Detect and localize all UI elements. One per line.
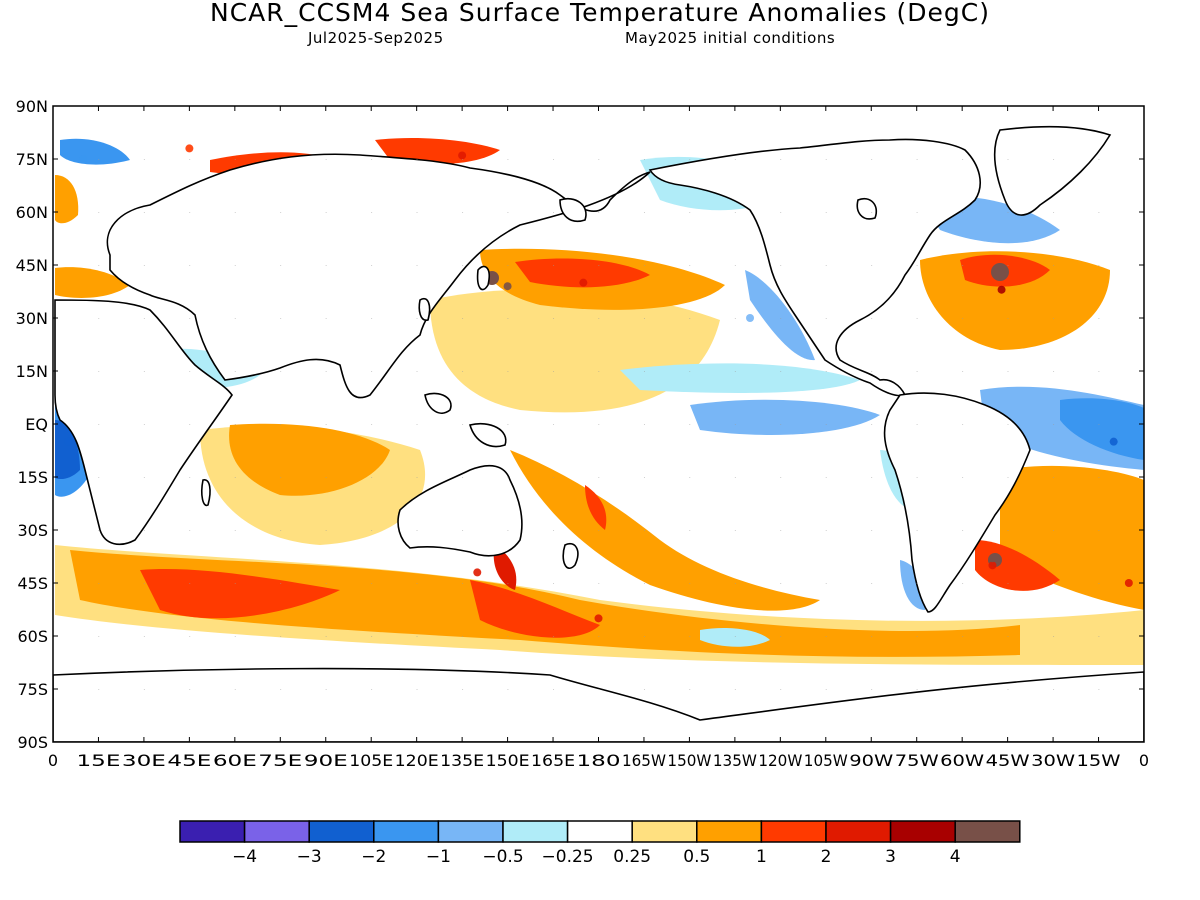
map-title: NCAR_CCSM4 Sea Surface Temperature Anoma… bbox=[210, 0, 990, 27]
lat-label: 75S bbox=[17, 680, 48, 699]
color-legend: −4 −3 −2 −1 −0.5 −0.25 0.25 0.5 1 2 3 4 bbox=[179, 820, 1021, 867]
lon-label: 150E bbox=[486, 751, 530, 770]
lat-label: 30N bbox=[16, 309, 48, 328]
initial-conditions-label: May2025 initial conditions bbox=[625, 29, 836, 47]
legend-swatch bbox=[825, 820, 892, 843]
legend-label: −0.25 bbox=[542, 847, 594, 867]
lon-label: 165E bbox=[531, 751, 575, 770]
legend-swatch bbox=[373, 820, 440, 843]
legend-swatch bbox=[889, 820, 956, 843]
legend-swatch bbox=[243, 820, 310, 843]
map-field bbox=[53, 106, 1144, 742]
lon-label: 120W bbox=[758, 751, 802, 770]
legend-label: 0.5 bbox=[683, 847, 710, 867]
lat-label: 45N bbox=[16, 256, 48, 275]
lon-label: 75W bbox=[895, 751, 939, 770]
lat-label: 75N bbox=[16, 150, 48, 169]
lat-label: 90S bbox=[17, 733, 48, 752]
legend-label: 3 bbox=[885, 847, 896, 867]
lat-label: 90N bbox=[16, 97, 48, 116]
lon-label: 60W bbox=[940, 751, 984, 770]
lon-label: 150W bbox=[667, 751, 711, 770]
legend-label: 0.25 bbox=[613, 847, 651, 867]
legend-label: 1 bbox=[756, 847, 767, 867]
latitude-axis: 90N 75N 60N 45N 30N 15N EQ 15S 30S 45S 60S 75S 90S bbox=[16, 97, 1144, 752]
legend-swatch bbox=[308, 820, 375, 843]
lat-label: 15N bbox=[16, 362, 48, 381]
legend-swatch bbox=[760, 820, 827, 843]
lat-label: 60N bbox=[16, 203, 48, 222]
lon-label: 0 bbox=[1139, 751, 1149, 770]
lon-label: 30E bbox=[122, 751, 166, 770]
lon-label: 90E bbox=[304, 751, 348, 770]
lon-label: 105W bbox=[804, 751, 848, 770]
lon-label: 75E bbox=[258, 751, 302, 770]
legend-label: −3 bbox=[297, 847, 322, 867]
legend-swatch bbox=[954, 820, 1021, 843]
lat-label: 30S bbox=[17, 521, 48, 540]
lon-label: 60E bbox=[213, 751, 257, 770]
lon-label: 15E bbox=[76, 751, 120, 770]
lon-label: 45E bbox=[167, 751, 211, 770]
legend-label: −4 bbox=[232, 847, 257, 867]
legend-label: 4 bbox=[950, 847, 961, 867]
lon-label: 135E bbox=[440, 751, 484, 770]
legend-label: −2 bbox=[361, 847, 386, 867]
lat-label: EQ bbox=[25, 415, 48, 434]
lon-label: 105E bbox=[349, 751, 393, 770]
legend-swatch bbox=[179, 820, 246, 843]
lon-label: 45W bbox=[986, 751, 1030, 770]
legend-label: −0.5 bbox=[482, 847, 523, 867]
lon-label: 0 bbox=[48, 751, 58, 770]
legend-swatch bbox=[437, 820, 504, 843]
lon-label: 120E bbox=[395, 751, 439, 770]
grid-dots bbox=[53, 106, 1144, 742]
legend-label: −1 bbox=[426, 847, 451, 867]
longitude-axis: 0 15E 30E 45E 60E 75E 90E 105E 120E 135E 150E 165E 1… bbox=[48, 106, 1149, 770]
legend-label: 2 bbox=[821, 847, 832, 867]
legend-swatch bbox=[696, 820, 763, 843]
legend-swatch bbox=[631, 820, 698, 843]
lon-label: 30W bbox=[1031, 751, 1075, 770]
lon-label: 180 bbox=[577, 751, 621, 770]
lon-label: 90W bbox=[849, 751, 893, 770]
season-label: Jul2025-Sep2025 bbox=[308, 29, 444, 47]
lon-label: 135W bbox=[713, 751, 757, 770]
legend-swatch bbox=[502, 820, 569, 843]
legend-swatch bbox=[566, 820, 633, 843]
lat-label: 60S bbox=[17, 627, 48, 646]
lat-label: 45S bbox=[17, 574, 48, 593]
lat-label: 15S bbox=[17, 468, 48, 487]
lon-label: 165W bbox=[622, 751, 666, 770]
lon-label: 15W bbox=[1077, 751, 1121, 770]
